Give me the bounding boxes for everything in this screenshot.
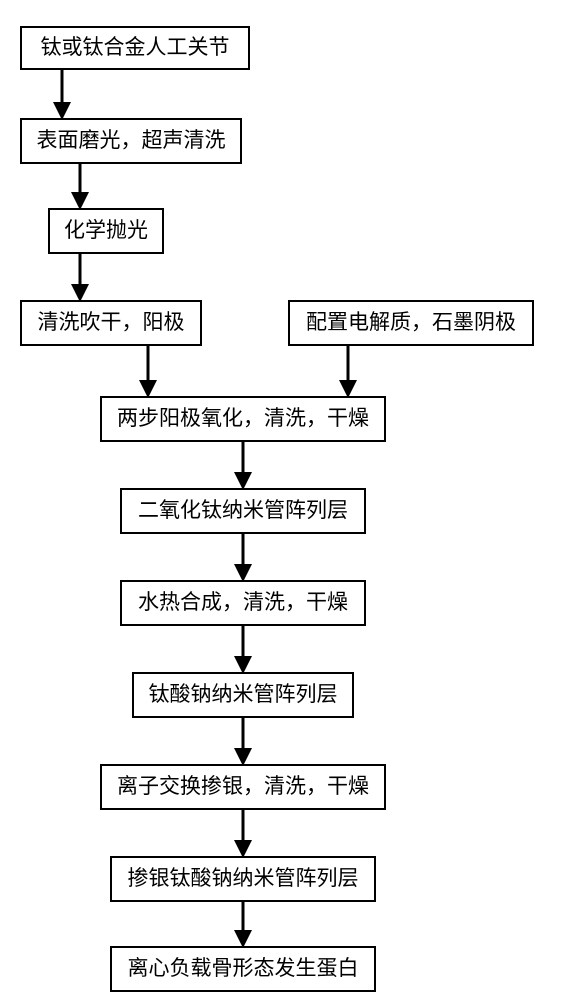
flow-node-label: 离心负载骨形态发生蛋白 (128, 956, 359, 981)
flow-node-label: 表面磨光，超声清洗 (37, 128, 226, 153)
flow-node-label: 钛或钛合金人工关节 (41, 35, 230, 60)
flow-node-n10: 离子交换掺银，清洗，干燥 (100, 764, 386, 810)
flow-node-n2: 表面磨光，超声清洗 (20, 118, 242, 164)
flow-node-n12: 离心负载骨形态发生蛋白 (110, 946, 376, 992)
flow-node-label: 两步阳极氧化，清洗，干燥 (117, 406, 369, 431)
flow-node-label: 钛酸钠纳米管阵列层 (149, 682, 338, 707)
flow-node-label: 清洗吹干，阳极 (38, 310, 185, 335)
flow-node-n7: 二氧化钛纳米管阵列层 (120, 488, 366, 534)
flow-node-n11: 掺银钛酸钠纳米管阵列层 (110, 856, 376, 902)
flow-node-n3: 化学抛光 (48, 208, 164, 254)
flow-node-label: 掺银钛酸钠纳米管阵列层 (128, 866, 359, 891)
flow-node-label: 水热合成，清洗，干燥 (138, 590, 348, 615)
flowchart-canvas: 钛或钛合金人工关节表面磨光，超声清洗化学抛光清洗吹干，阳极 配置电解质，石墨阴极两… (0, 0, 562, 1000)
flow-node-n4: 清洗吹干，阳极 (20, 300, 202, 346)
flow-node-label: 离子交换掺银，清洗，干燥 (117, 774, 369, 799)
flow-node-label: 配置电解质，石墨阴极 (306, 310, 516, 335)
flow-node-label: 二氧化钛纳米管阵列层 (138, 498, 348, 523)
flow-node-label: 化学抛光 (64, 218, 148, 243)
flow-node-n1: 钛或钛合金人工关节 (20, 26, 250, 70)
flow-node-n5: 配置电解质，石墨阴极 (288, 300, 534, 346)
flow-node-n8: 水热合成，清洗，干燥 (120, 580, 366, 626)
flow-node-n9: 钛酸钠纳米管阵列层 (132, 672, 354, 718)
flow-node-n6: 两步阳极氧化，清洗，干燥 (100, 396, 386, 442)
